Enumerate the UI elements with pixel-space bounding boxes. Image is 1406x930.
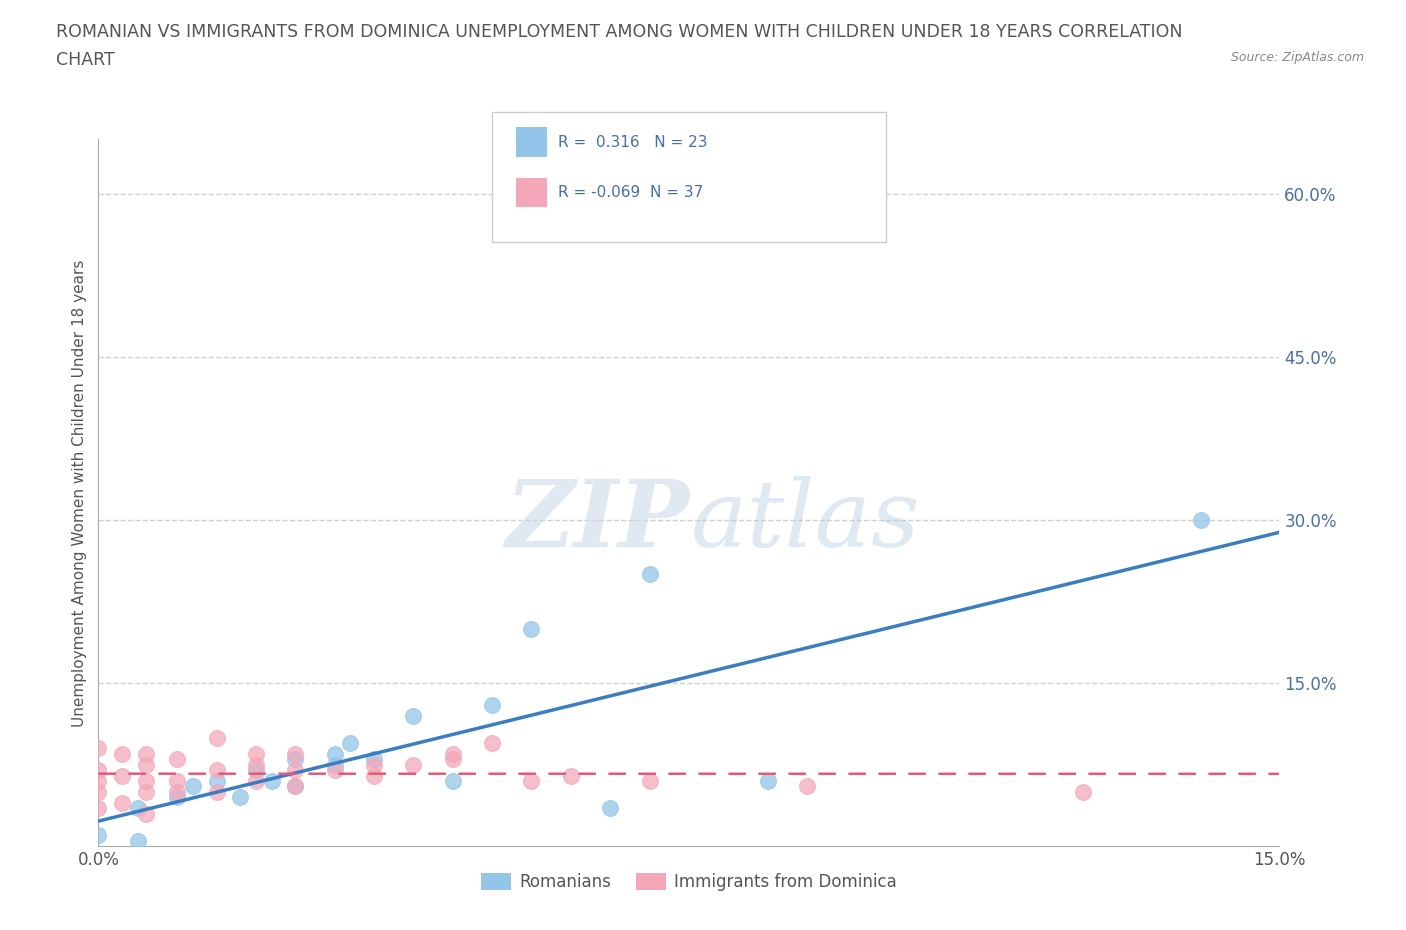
Point [756,774,779,789]
Point [638,567,661,582]
Point [166,790,188,804]
Legend: Romanians, Immigrants from Dominica: Romanians, Immigrants from Dominica [474,867,904,898]
Point [87,785,110,800]
Point [638,774,661,789]
Point [363,757,385,772]
Point [245,774,267,789]
Point [323,763,346,777]
Point [441,747,464,762]
Point [87,774,110,789]
Point [339,736,361,751]
Text: ZIP: ZIP [505,476,689,566]
Point [441,774,464,789]
Point [323,747,346,762]
Point [520,621,543,636]
Text: ROMANIAN VS IMMIGRANTS FROM DOMINICA UNEMPLOYMENT AMONG WOMEN WITH CHILDREN UNDE: ROMANIAN VS IMMIGRANTS FROM DOMINICA UNE… [56,23,1182,41]
Point [599,801,621,816]
Text: R =  0.316   N = 23: R = 0.316 N = 23 [558,135,707,150]
Point [205,774,228,789]
Point [87,741,110,756]
Point [111,795,134,810]
Point [135,747,157,762]
Point [402,757,425,772]
Point [363,768,385,783]
Y-axis label: Unemployment Among Women with Children Under 18 years: Unemployment Among Women with Children U… [72,259,87,726]
Point [481,698,503,712]
Point [166,774,188,789]
Point [481,736,503,751]
Point [87,763,110,777]
Text: R = -0.069  N = 37: R = -0.069 N = 37 [558,185,703,200]
Point [284,747,307,762]
Point [87,828,110,843]
Text: CHART: CHART [56,51,115,69]
Point [111,768,134,783]
Point [441,751,464,766]
Point [260,774,283,789]
Point [245,747,267,762]
Point [560,768,582,783]
Point [205,785,228,800]
Point [1189,512,1212,527]
Point [402,709,425,724]
Point [245,763,267,777]
Point [166,785,188,800]
Point [166,751,188,766]
Point [135,806,157,821]
Point [284,751,307,766]
Point [111,747,134,762]
Point [520,774,543,789]
Point [205,730,228,745]
Point [135,757,157,772]
Point [284,779,307,794]
Text: Source: ZipAtlas.com: Source: ZipAtlas.com [1230,51,1364,64]
Point [363,751,385,766]
Point [796,779,818,794]
Point [135,785,157,800]
Point [205,763,228,777]
Point [284,779,307,794]
Point [87,801,110,816]
Point [181,779,204,794]
Point [135,774,157,789]
Point [229,790,252,804]
Point [1071,785,1094,800]
Point [284,763,307,777]
Point [245,757,267,772]
Point [127,801,149,816]
Point [323,757,346,772]
Point [127,833,149,848]
Text: atlas: atlas [692,476,921,566]
